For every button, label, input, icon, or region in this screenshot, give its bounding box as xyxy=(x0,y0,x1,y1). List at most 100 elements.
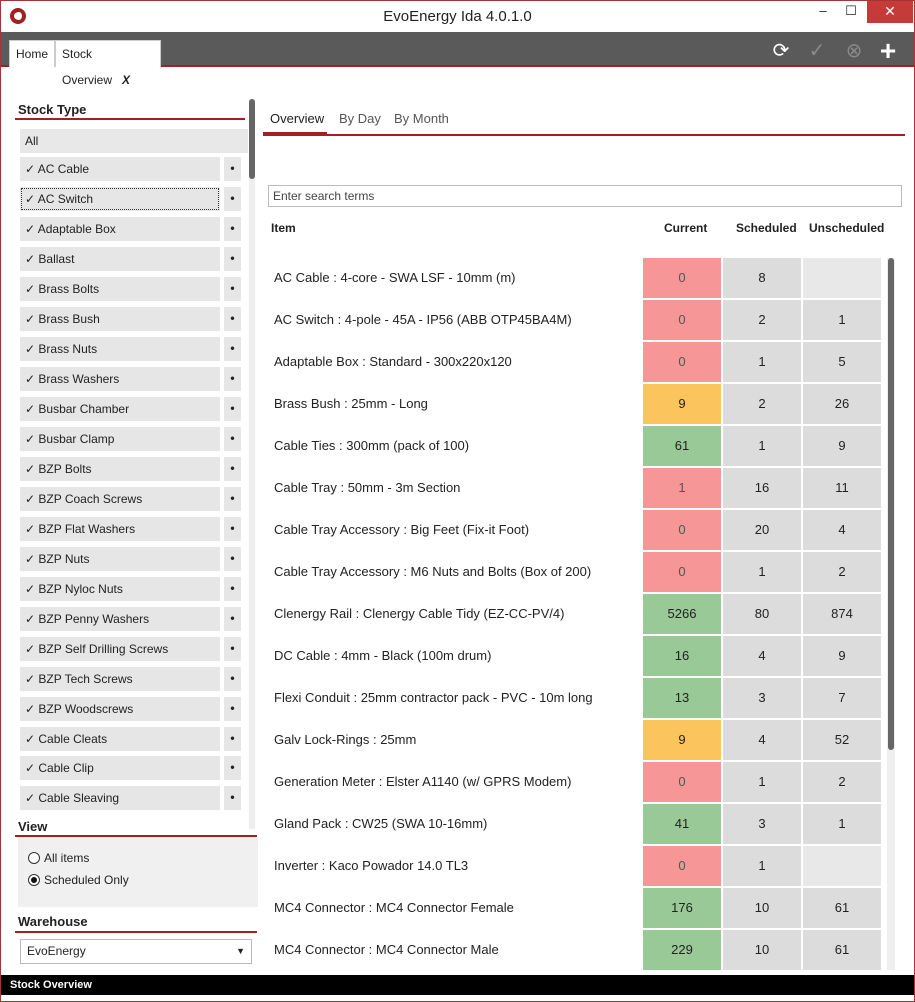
tab-by-month[interactable]: By Month xyxy=(394,111,449,126)
stock-type-item[interactable]: ✓ Brass Bush xyxy=(20,307,220,331)
stock-type-options-button[interactable]: • xyxy=(224,607,241,631)
stock-type-options-button[interactable]: • xyxy=(224,367,241,391)
stock-type-item[interactable]: ✓ BZP Nyloc Nuts xyxy=(20,577,220,601)
row-item-name: AC Cable : 4-core - SWA LSF - 10mm (m) xyxy=(274,270,516,285)
search-input[interactable]: Enter search terms xyxy=(268,185,902,207)
stock-type-item[interactable]: ✓ Cable Sleaving xyxy=(20,786,220,810)
cancel-icon[interactable]: ⊗ xyxy=(845,40,863,62)
table-row[interactable]: AC Switch : 4-pole - 45A - IP56 (ABB OTP… xyxy=(263,300,883,340)
radio-scheduled-only[interactable]: Scheduled Only xyxy=(28,871,129,889)
radio-all-items-circle[interactable] xyxy=(28,852,40,864)
table-row[interactable]: Inverter : Kaco Powador 14.0 TL3 0 1 xyxy=(263,846,883,886)
stock-type-item[interactable]: ✓ Adaptable Box xyxy=(20,217,220,241)
stock-type-all[interactable]: All xyxy=(20,129,248,153)
stock-type-item[interactable]: ✓ BZP Penny Washers xyxy=(20,607,220,631)
table-scrollbar[interactable] xyxy=(887,258,895,970)
minimize-button[interactable]: – xyxy=(819,3,827,18)
stock-type-options-button[interactable]: • xyxy=(224,217,241,241)
stock-type-options-button[interactable]: • xyxy=(224,577,241,601)
add-icon[interactable]: + xyxy=(879,35,897,66)
row-item-name: Adaptable Box : Standard - 300x220x120 xyxy=(274,354,512,369)
stock-type-options-button[interactable]: • xyxy=(224,517,241,541)
stock-type-options-button[interactable]: • xyxy=(224,397,241,421)
stock-type-item[interactable]: ✓ Brass Bolts xyxy=(20,277,220,301)
stock-type-item[interactable]: ✓ BZP Coach Screws xyxy=(20,487,220,511)
radio-all-items[interactable]: All items xyxy=(28,849,89,867)
close-tab-icon[interactable]: X xyxy=(122,73,131,87)
tab-home-label: Home xyxy=(16,47,49,61)
stock-type-options-button[interactable]: • xyxy=(224,547,241,571)
table-row[interactable]: Cable Tray Accessory : Big Feet (Fix-it … xyxy=(263,510,883,550)
stock-type-options-button[interactable]: • xyxy=(224,157,241,181)
stock-type-item[interactable]: ✓ BZP Self Drilling Screws xyxy=(20,637,220,661)
stock-type-options-button[interactable]: • xyxy=(224,337,241,361)
table-row[interactable]: AC Cable : 4-core - SWA LSF - 10mm (m) 0 8 xyxy=(263,258,883,298)
stock-type-item[interactable]: ✓ Cable Clip xyxy=(20,756,220,780)
table-row[interactable]: DC Cable : 4mm - Black (100m drum) 16 4 9 xyxy=(263,636,883,676)
confirm-icon[interactable]: ✓ xyxy=(808,40,826,62)
row-current-cell: 0 xyxy=(643,762,721,802)
table-row[interactable]: Brass Bush : 25mm - Long 9 2 26 xyxy=(263,384,883,424)
warehouse-select[interactable]: EvoEnergy ▼ xyxy=(20,939,252,964)
row-scheduled-cell: 1 xyxy=(723,552,801,592)
stock-type-item[interactable]: ✓ BZP Flat Washers xyxy=(20,517,220,541)
row-unscheduled-cell: 61 xyxy=(803,930,881,970)
stock-type-item[interactable]: ✓ BZP Woodscrews xyxy=(20,697,220,721)
chevron-down-icon: ▼ xyxy=(236,946,245,956)
stock-type-item[interactable]: ✓ BZP Nuts xyxy=(20,547,220,571)
radio-scheduled-only-circle[interactable] xyxy=(28,874,40,886)
stock-type-item[interactable]: ✓ Brass Washers xyxy=(20,367,220,391)
stock-type-options-button[interactable]: • xyxy=(224,637,241,661)
table-scroll-thumb[interactable] xyxy=(888,258,894,750)
stock-type-options-button[interactable]: • xyxy=(224,307,241,331)
stock-type-options-button[interactable]: • xyxy=(224,247,241,271)
app-logo-icon xyxy=(10,8,26,24)
stock-type-item[interactable]: ✓ Cable Cleats xyxy=(20,727,220,751)
stock-type-options-button[interactable]: • xyxy=(224,187,241,211)
stock-type-options-button[interactable]: • xyxy=(224,277,241,301)
stock-type-scroll-thumb[interactable] xyxy=(249,99,255,179)
stock-type-item[interactable]: ✓ AC Switch xyxy=(20,187,220,211)
maximize-button[interactable]: ☐ xyxy=(845,3,857,18)
row-unscheduled-cell: 874 xyxy=(803,594,881,634)
row-unscheduled-cell: 26 xyxy=(803,384,881,424)
refresh-icon[interactable]: ⟳ xyxy=(772,40,790,62)
stock-type-options-button[interactable]: • xyxy=(224,427,241,451)
tab-stock-overview[interactable]: Stock Overview X xyxy=(55,40,161,87)
table-row[interactable]: MC4 Connector : MC4 Connector Male 229 10 6… xyxy=(263,930,883,970)
stock-type-options-button[interactable]: • xyxy=(224,487,241,511)
stock-type-options-button[interactable]: • xyxy=(224,697,241,721)
stock-type-item[interactable]: ✓ BZP Bolts xyxy=(20,457,220,481)
table-row[interactable]: MC4 Connector : MC4 Connector Female 176 1… xyxy=(263,888,883,928)
stock-type-scrollbar[interactable] xyxy=(249,99,255,829)
row-unscheduled-cell xyxy=(803,258,881,298)
tab-overview[interactable]: Overview xyxy=(270,111,325,126)
stock-type-options-button[interactable]: • xyxy=(224,756,241,780)
row-unscheduled-cell: 52 xyxy=(803,720,881,760)
stock-type-item[interactable]: ✓ Busbar Chamber xyxy=(20,397,220,421)
stock-type-options-button[interactable]: • xyxy=(224,457,241,481)
table-row[interactable]: Cable Ties : 300mm (pack of 100) 61 1 9 xyxy=(263,426,883,466)
table-row[interactable]: Galv Lock-Rings : 25mm 9 4 52 xyxy=(263,720,883,760)
table-row[interactable]: Clenergy Rail : Clenergy Cable Tidy (EZ-… xyxy=(263,594,883,634)
table-row[interactable]: Flexi Conduit : 25mm contractor pack - P… xyxy=(263,678,883,718)
stock-type-options-button[interactable]: • xyxy=(224,727,241,751)
table-row[interactable]: Generation Meter : Elster A1140 (w/ GPRS… xyxy=(263,762,883,802)
stock-type-options-button[interactable]: • xyxy=(224,667,241,691)
table-row[interactable]: Gland Pack : CW25 (SWA 10-16mm) 41 3 1 xyxy=(263,804,883,844)
stock-type-item[interactable]: ✓ BZP Tech Screws xyxy=(20,667,220,691)
row-scheduled-cell: 20 xyxy=(723,510,801,550)
table-row[interactable]: Cable Tray : 50mm - 3m Section 1 16 11 xyxy=(263,468,883,508)
close-window-button[interactable]: ✕ xyxy=(867,1,913,23)
column-header-unscheduled: Unscheduled xyxy=(809,221,885,235)
tab-by-day[interactable]: By Day xyxy=(339,111,381,126)
row-scheduled-cell: 1 xyxy=(723,762,801,802)
table-row[interactable]: Cable Tray Accessory : M6 Nuts and Bolts… xyxy=(263,552,883,592)
stock-type-item[interactable]: ✓ Ballast xyxy=(20,247,220,271)
stock-type-item[interactable]: ✓ Busbar Clamp xyxy=(20,427,220,451)
table-row[interactable]: Adaptable Box : Standard - 300x220x120 0 1… xyxy=(263,342,883,382)
stock-type-options-button[interactable]: • xyxy=(224,786,241,810)
stock-type-item[interactable]: ✓ AC Cable xyxy=(20,157,220,181)
stock-type-item[interactable]: ✓ Brass Nuts xyxy=(20,337,220,361)
tab-home[interactable]: Home xyxy=(9,40,56,67)
